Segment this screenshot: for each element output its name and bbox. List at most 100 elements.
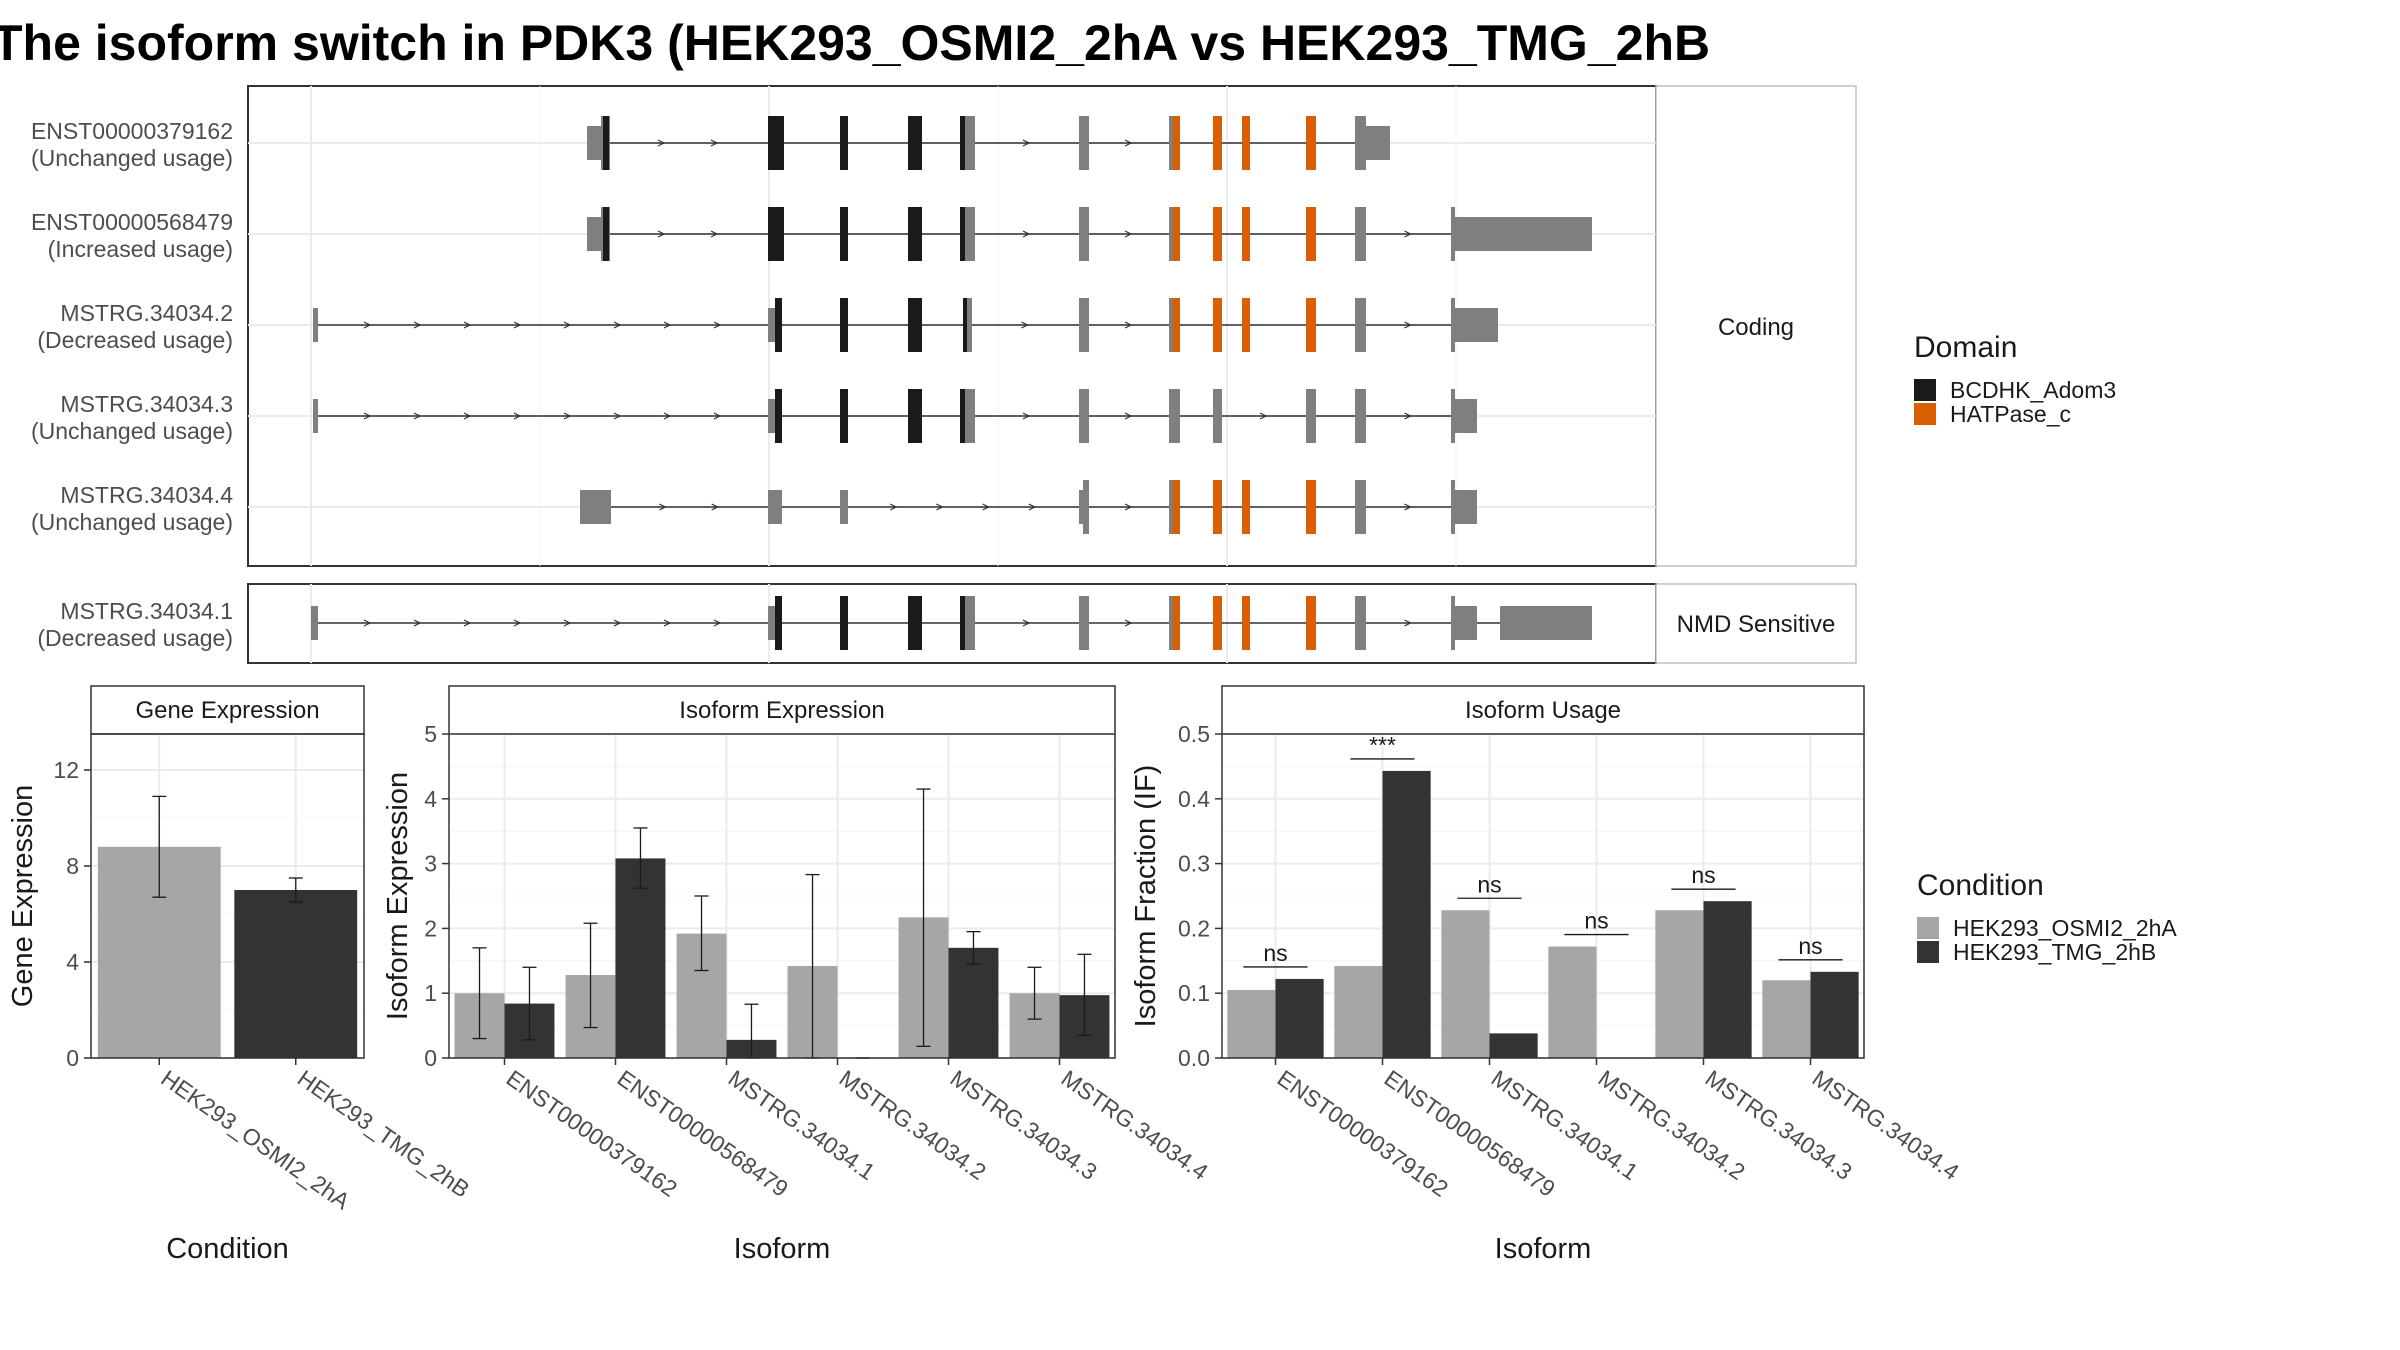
exon-block <box>311 606 318 640</box>
intron-arrow <box>1124 230 1133 238</box>
exon-block <box>1173 116 1180 170</box>
intron-arrow <box>713 619 722 627</box>
exon-block <box>768 116 784 170</box>
exon-block <box>1169 389 1180 443</box>
exon-block <box>1083 480 1089 534</box>
panel-strip <box>1221 685 1865 735</box>
domain-legend-title: Domain <box>1914 331 2017 364</box>
transcript-row: ENST00000568479(Increased usage) <box>31 207 1592 262</box>
bar <box>1489 1033 1538 1058</box>
transcript-id-label: ENST00000379162 <box>31 118 233 144</box>
panel-title: Isoform Expression <box>679 697 884 724</box>
transcript-panel-coding: Coding <box>247 85 1857 567</box>
intron-arrow <box>663 412 672 420</box>
exon-block <box>1306 116 1316 170</box>
intron-arrow <box>710 230 719 238</box>
intron-arrow <box>563 619 572 627</box>
intron-arrow <box>463 412 472 420</box>
y-tick-label: 0.3 <box>1178 851 1210 877</box>
significance-label: ns <box>1691 862 1715 888</box>
panel-border <box>90 733 365 1059</box>
exon-block <box>840 207 848 261</box>
transcript-id-label: MSTRG.34034.3 <box>60 391 233 417</box>
transcript-usage-label: (Unchanged usage) <box>31 509 233 535</box>
exon-block <box>1169 480 1174 534</box>
y-tick-label: 0.1 <box>1178 980 1210 1006</box>
transcript-row: MSTRG.34034.4(Unchanged usage) <box>31 480 1477 535</box>
exon-block <box>960 596 966 650</box>
intron-arrow <box>1022 619 1031 627</box>
chart-title: The isoform switch in PDK3 (HEK293_OSMI2… <box>0 15 1711 71</box>
significance-label: *** <box>1369 732 1396 758</box>
exon-block <box>1500 606 1592 640</box>
intron-arrow <box>1022 230 1031 238</box>
y-tick-label: 0 <box>424 1045 437 1071</box>
exon-block <box>840 298 848 352</box>
exon-block <box>768 606 776 640</box>
y-tick-label: 1 <box>424 980 437 1006</box>
intron-arrow <box>463 321 472 329</box>
exon-block <box>1455 490 1477 524</box>
intron-arrow <box>1124 619 1133 627</box>
transcript-row: MSTRG.34034.1(Decreased usage) <box>37 596 1592 651</box>
exon-block <box>768 399 776 433</box>
legend-swatch-cond-a <box>1917 917 1939 939</box>
intron-arrow <box>663 619 672 627</box>
exon-block <box>1079 389 1089 443</box>
exon-block <box>1355 207 1366 261</box>
intron-arrow <box>413 412 422 420</box>
exon-block <box>1213 116 1222 170</box>
significance-label: ns <box>1263 940 1287 966</box>
exon-block <box>1355 480 1366 534</box>
exon-block <box>1455 217 1592 251</box>
exon-block <box>1169 207 1174 261</box>
exon-block <box>967 298 972 352</box>
intron-arrow <box>1022 412 1031 420</box>
exon-block <box>1451 389 1455 443</box>
transcript-id-label: MSTRG.34034.1 <box>60 598 233 624</box>
y-tick-label: 8 <box>66 853 79 879</box>
exon-block <box>1242 298 1250 352</box>
transcript-id-label: MSTRG.34034.2 <box>60 300 233 326</box>
bar-panel: Isoform Usage ns ENST00000379162 *** ENST000… <box>1130 685 1964 1265</box>
intron-arrow <box>413 321 422 329</box>
exon-block <box>603 116 609 170</box>
significance-label: ns <box>1477 871 1501 897</box>
intron-arrow <box>982 503 990 511</box>
exon-block <box>908 298 922 352</box>
bar <box>948 947 999 1058</box>
intron-arrow <box>713 412 722 420</box>
bar <box>1382 770 1431 1058</box>
exon-block <box>1213 596 1222 650</box>
bar <box>1703 901 1752 1058</box>
bar-panel: Isoform ExpressionENST00000379162ENST000… <box>382 685 1213 1265</box>
exon-block <box>1366 126 1390 160</box>
exon-block <box>768 207 784 261</box>
intron-arrow <box>363 619 372 627</box>
exon-block <box>1242 480 1250 534</box>
exon-block <box>840 116 848 170</box>
transcript-usage-label: (Unchanged usage) <box>31 418 233 444</box>
exon-block <box>965 116 975 170</box>
transcript-usage-label: (Increased usage) <box>48 236 233 262</box>
exon-block <box>960 207 966 261</box>
exon-block <box>1213 389 1222 443</box>
intron-arrow <box>613 412 622 420</box>
facet-label-nmd: NMD Sensitive <box>1677 611 1836 638</box>
intron-arrow <box>1404 321 1412 329</box>
bar-panels: Gene ExpressionHEK293_OSMI2_2hAHEK293_TM… <box>7 685 1964 1265</box>
exon-block <box>1169 596 1174 650</box>
legend-label-hatpase: HATPase_c <box>1950 401 2071 427</box>
exon-block <box>775 596 782 650</box>
exon-block <box>1213 298 1222 352</box>
y-tick-label: 4 <box>424 786 437 812</box>
legend-label-bcdhk: BCDHK_Adom3 <box>1950 377 2116 403</box>
exon-block <box>775 389 782 443</box>
exon-block <box>963 298 968 352</box>
exon-block <box>1242 207 1250 261</box>
exon-block <box>1169 298 1174 352</box>
x-tick-label: ENST00000568479 <box>1380 1065 1560 1202</box>
intron-arrow <box>663 321 672 329</box>
y-axis-title: Gene Expression <box>7 785 39 1007</box>
